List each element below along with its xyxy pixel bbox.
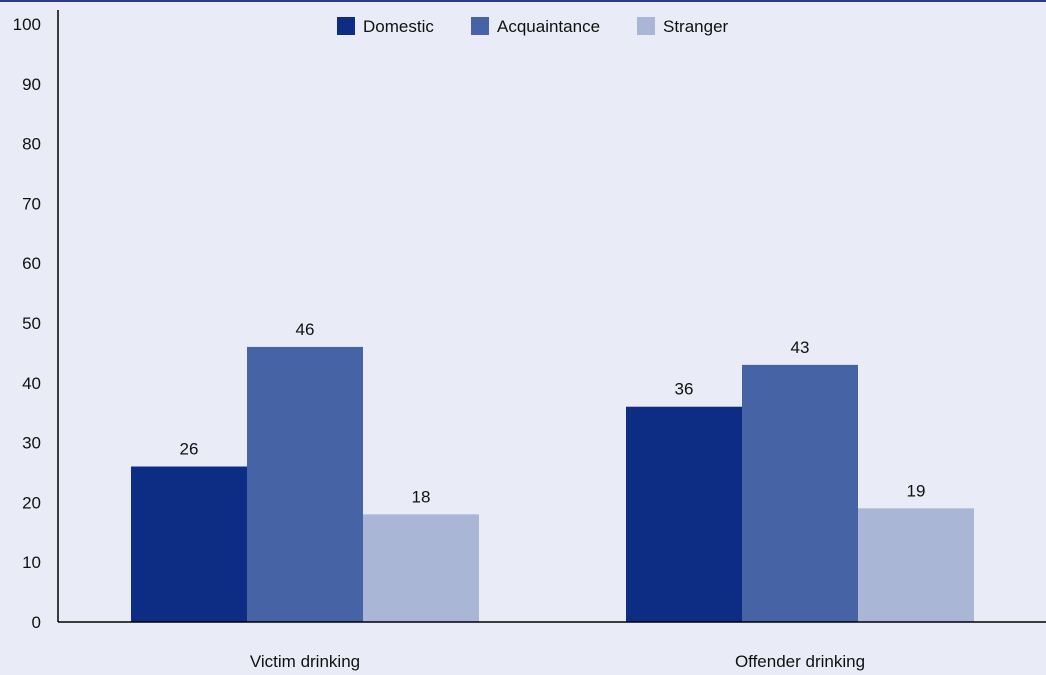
y-tick-label: 20 xyxy=(22,493,41,512)
legend: Domestic Acquaintance Stranger xyxy=(337,17,729,36)
y-axis-ticks: 0 10 20 30 40 50 60 70 80 90 100 xyxy=(13,15,41,632)
x-axis-labels: Victim drinking Offender drinking xyxy=(250,652,865,671)
bar-domestic-offender xyxy=(626,406,742,622)
y-tick-label: 100 xyxy=(13,15,41,34)
y-tick-label: 80 xyxy=(22,135,41,154)
bar-stranger-offender xyxy=(858,508,974,622)
bar-stranger-victim xyxy=(363,514,479,622)
y-tick-label: 90 xyxy=(22,75,41,94)
legend-swatch xyxy=(471,17,489,35)
value-label: 46 xyxy=(296,320,315,339)
legend-swatch xyxy=(637,17,655,35)
legend-swatch xyxy=(337,17,355,35)
bar-acquaintance-offender xyxy=(742,364,858,622)
y-tick-label: 40 xyxy=(22,374,41,393)
x-category-label: Victim drinking xyxy=(250,652,360,671)
y-tick-label: 50 xyxy=(22,314,41,333)
x-category-label: Offender drinking xyxy=(735,652,865,671)
y-tick-label: 30 xyxy=(22,434,41,453)
legend-label: Stranger xyxy=(663,17,729,36)
y-tick-label: 60 xyxy=(22,254,41,273)
y-tick-label: 70 xyxy=(22,194,41,213)
value-label: 36 xyxy=(675,380,694,399)
bar-domestic-victim xyxy=(131,466,247,622)
value-labels: 26 46 18 36 43 19 xyxy=(180,320,926,506)
y-tick-label: 10 xyxy=(22,553,41,572)
value-label: 26 xyxy=(180,440,199,459)
bars xyxy=(131,346,974,622)
legend-label: Acquaintance xyxy=(497,17,600,36)
y-tick-label: 0 xyxy=(32,613,41,632)
value-label: 18 xyxy=(412,487,431,506)
legend-label: Domestic xyxy=(363,17,434,36)
value-label: 43 xyxy=(791,338,810,357)
value-label: 19 xyxy=(907,481,926,500)
bar-acquaintance-victim xyxy=(247,346,363,622)
